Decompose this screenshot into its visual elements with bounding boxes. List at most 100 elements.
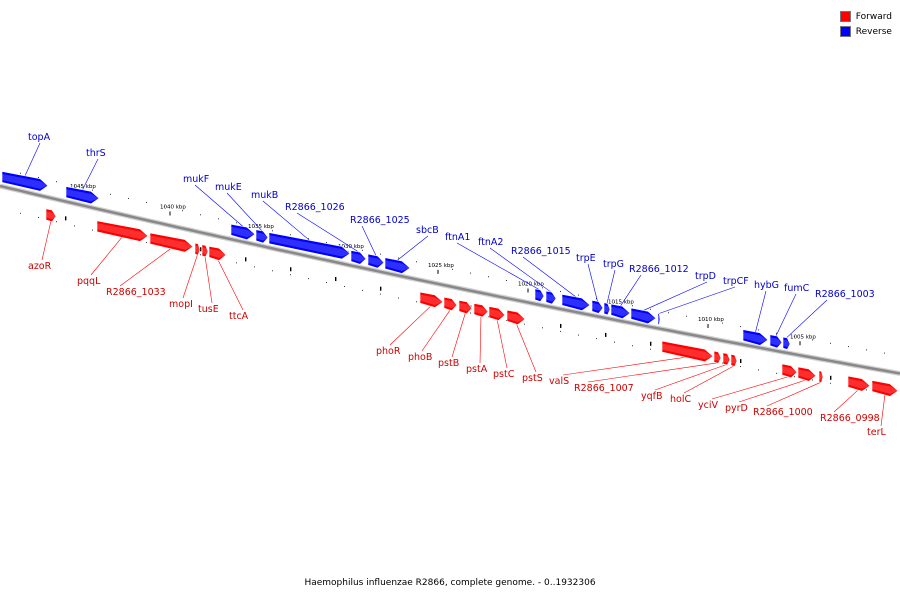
leader-muke	[226, 192, 263, 232]
leader-yciv	[711, 376, 790, 400]
scale-tick-label: 1015 kbp	[608, 299, 634, 305]
label-azor: azoR	[28, 261, 52, 272]
gene-pstb	[458, 299, 473, 315]
scale-dot	[704, 319, 705, 321]
scale-tick-label: 1030 kbp	[338, 244, 364, 250]
scale-dot	[866, 349, 867, 351]
legend: Forward Reverse	[839, 9, 892, 39]
gene-highlight	[202, 247, 208, 255]
gene-terl	[871, 380, 899, 397]
label-ftna2: ftnA2	[478, 237, 503, 248]
scale-dot	[200, 214, 201, 216]
gene-highlight	[507, 312, 525, 323]
gene-labels: topA thrS mukF mukE mukB R2866_1026 R2866_1025…	[28, 132, 886, 438]
scale-dot	[74, 185, 75, 187]
leader-holc	[683, 365, 735, 394]
scale-dot	[722, 322, 723, 324]
label-vals: valS	[549, 376, 569, 387]
scale-tick-label: 1035 kbp	[248, 224, 274, 230]
label-pqql: pqqL	[77, 276, 101, 287]
label-pstc: pstC	[493, 369, 515, 380]
label-r2866-1025: R2866_1025	[350, 215, 410, 226]
label-mukb: mukB	[251, 190, 278, 201]
scale-minor-tick	[560, 323, 562, 328]
gene-highlight	[743, 332, 768, 343]
scale-minor-tick	[65, 216, 67, 221]
leader-r2866-1015	[522, 256, 577, 298]
gene-azor	[45, 208, 57, 223]
leader-mukb	[262, 200, 310, 241]
gene-highlight	[731, 356, 737, 364]
scale-dot	[506, 319, 507, 321]
leader-topa	[24, 142, 41, 176]
scale-dot	[92, 229, 93, 231]
gene-r2866-1015	[561, 293, 591, 311]
gene-highlight	[46, 211, 56, 220]
gene-highlight	[611, 306, 630, 317]
scale-tick-label: 1040 kbp	[160, 205, 186, 211]
scale-dot	[830, 342, 831, 344]
gene-highlight	[209, 248, 226, 259]
scale-dot	[506, 279, 507, 281]
gene-r2866-1026	[350, 250, 367, 265]
scale-dot	[560, 290, 561, 292]
label-phor: phoR	[376, 346, 401, 357]
scale-dot	[254, 266, 255, 268]
gene-pstc	[488, 306, 506, 321]
label-ftna1: ftnA1	[445, 232, 470, 243]
gene-phob	[443, 296, 458, 311]
leader-tuse	[204, 256, 213, 304]
gene-hybg	[742, 329, 769, 346]
leader-pqql	[90, 236, 123, 276]
gene-highlight	[658, 315, 660, 323]
scale-dot	[740, 366, 741, 368]
map-caption: Haemophilus influenzae R2866, complete g…	[304, 578, 596, 588]
scale-dot	[182, 210, 183, 212]
scale-minor-tick	[605, 332, 607, 337]
leader-phob	[421, 309, 451, 352]
label-r2866-1033: R2866_1033	[106, 287, 166, 298]
leader-r2866-1033	[119, 247, 172, 287]
leader-r2866-1026	[296, 212, 359, 253]
scale-dot	[686, 315, 687, 317]
label-trpcf: trpCF	[723, 276, 749, 287]
leader-thrs	[82, 158, 99, 190]
scale-dot	[434, 265, 435, 267]
gene-r2866-0998	[847, 375, 871, 392]
scale-minor-tick	[200, 247, 202, 252]
scale-dot	[416, 261, 417, 263]
gene-highlight	[474, 305, 488, 315]
scale-minor-tick	[380, 286, 382, 291]
scale-dot	[758, 369, 759, 371]
scale-dot	[398, 257, 399, 259]
gene-thrs	[65, 186, 100, 205]
scale-dot	[650, 348, 651, 350]
scale-dot	[668, 312, 669, 314]
scale-dot	[758, 329, 759, 331]
scale-dot	[38, 216, 39, 218]
gene-highlight	[444, 299, 457, 309]
gene-highlight	[604, 305, 610, 313]
scale-dot	[398, 297, 399, 299]
label-muke: mukE	[215, 182, 242, 193]
scale-dot	[794, 336, 795, 338]
label-fumc: fumC	[784, 283, 810, 294]
gene-fumc	[769, 334, 783, 349]
gene-r2866-1007	[713, 350, 722, 364]
scale-dot	[326, 242, 327, 244]
leader-fumc	[775, 293, 797, 336]
scale-dot	[308, 238, 309, 240]
scale-dot	[776, 332, 777, 334]
label-holc: holC	[670, 394, 691, 405]
gene-highlight	[631, 310, 656, 322]
scale-dot	[632, 345, 633, 347]
leader-trpe	[587, 263, 598, 302]
legend-forward-label: Forward	[855, 11, 892, 22]
gene-highlight	[714, 353, 721, 361]
scale-dot	[452, 268, 453, 270]
gene-highlight	[562, 296, 590, 309]
leader-trpcf	[658, 286, 736, 314]
scale-minor-tick	[740, 359, 742, 364]
scale-dot	[110, 193, 111, 195]
gene-highlight	[848, 378, 870, 389]
